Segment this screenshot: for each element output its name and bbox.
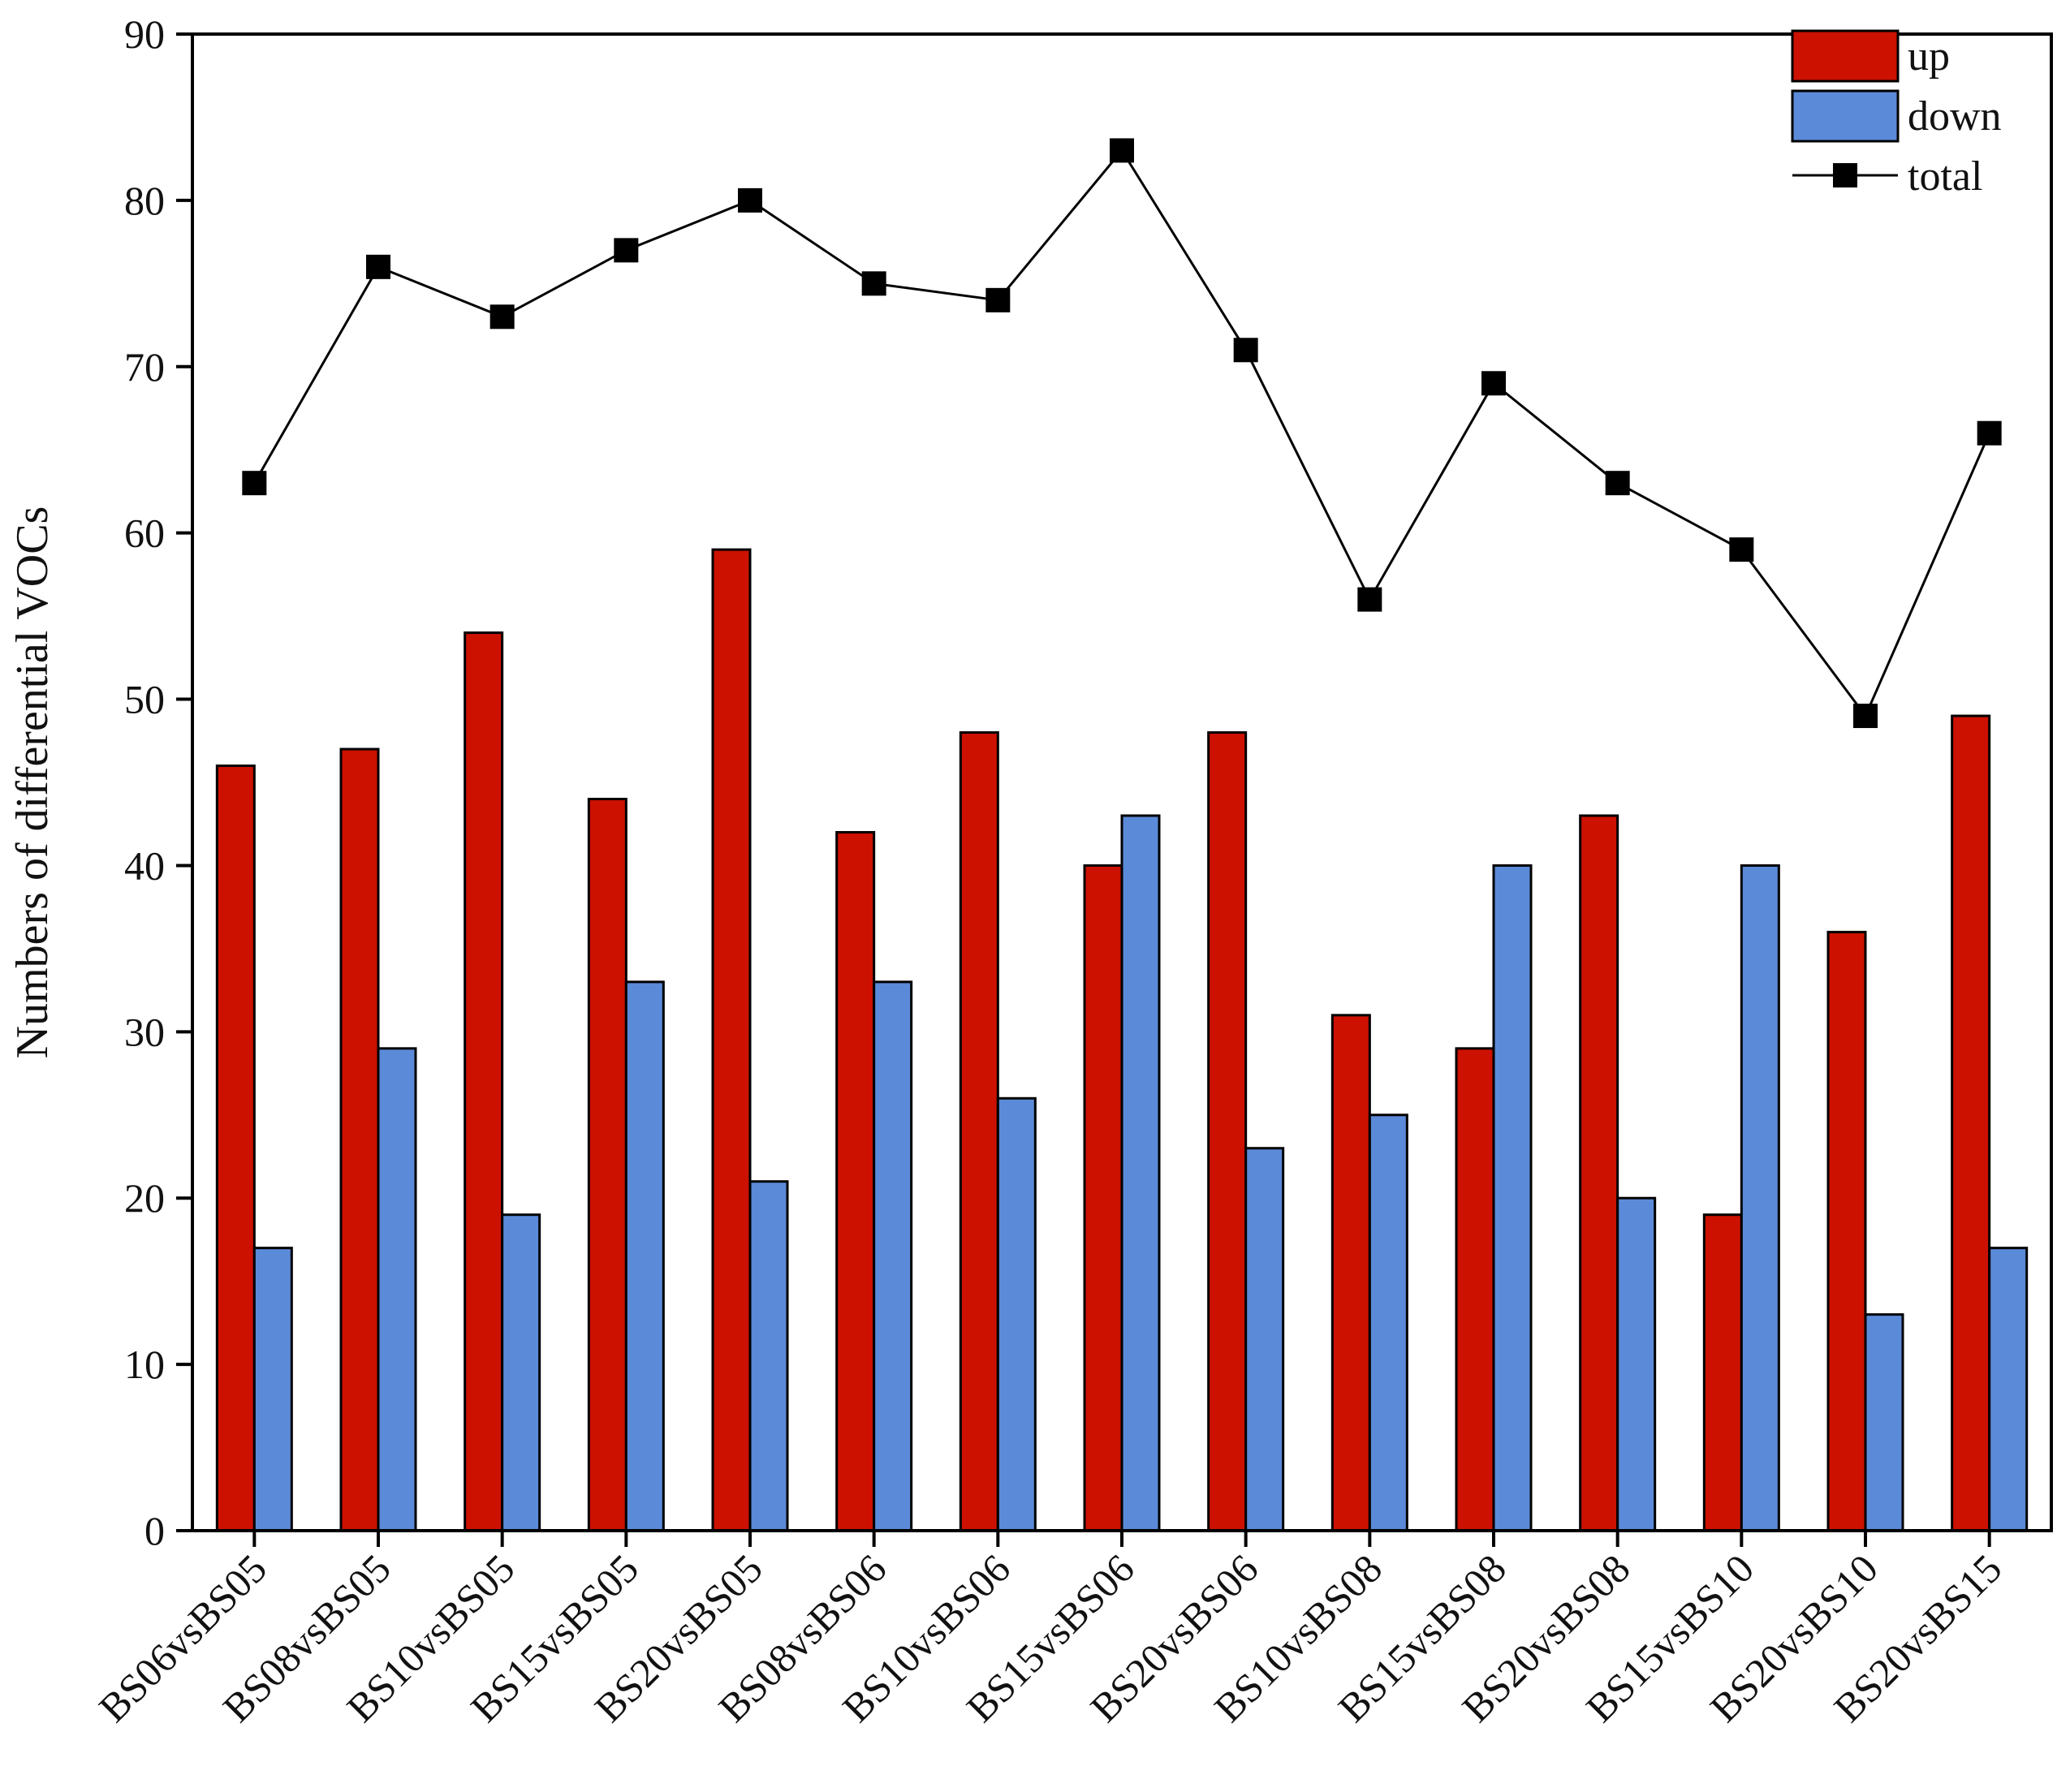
total-marker: [1481, 371, 1506, 396]
y-tick-label: 70: [124, 344, 165, 390]
bar-up: [1579, 814, 1619, 1532]
bar-up: [835, 830, 876, 1532]
x-axis: BS06vsBS05BS08vsBS05BS10vsBS05BS15vsBS05…: [90, 1531, 2010, 1730]
legend-swatch-down: [1791, 89, 1900, 143]
total-marker: [1977, 420, 2002, 446]
bar-down: [377, 1047, 417, 1532]
bar-up: [1330, 1014, 1371, 1532]
total-marker: [489, 304, 515, 330]
bar-up: [711, 548, 752, 1532]
total-marker: [738, 187, 762, 213]
legend-swatch-up: [1791, 29, 1900, 83]
y-axis: 0 10 20 30 40 50 60 70 80 90: [124, 11, 192, 1553]
bar-down: [501, 1213, 541, 1532]
bar-up: [1083, 864, 1123, 1532]
total-marker: [1110, 138, 1134, 163]
bar-down: [1120, 814, 1161, 1532]
bar-down: [1864, 1313, 1904, 1532]
y-tick-label: 50: [124, 677, 165, 722]
bar-down: [252, 1247, 293, 1532]
total-line: [253, 148, 1991, 719]
y-tick-label: 0: [144, 1508, 165, 1553]
bar-down: [996, 1096, 1037, 1532]
legend-label-up: up: [1908, 33, 1950, 80]
y-tick-label: 20: [124, 1175, 165, 1221]
y-tick-label: 90: [124, 11, 165, 57]
total-marker: [1853, 704, 1878, 729]
bar-up: [1826, 930, 1867, 1532]
total-marker: [861, 271, 886, 296]
y-tick-label: 30: [124, 1009, 165, 1054]
y-axis-title: Numbers of differential VOCs: [7, 506, 58, 1059]
total-marker: [1357, 587, 1382, 612]
bar-down: [1740, 864, 1780, 1532]
bar-up: [959, 731, 999, 1532]
bar-up: [1951, 714, 1991, 1532]
legend-label-total: total: [1908, 153, 1982, 200]
y-tick-label: 60: [124, 510, 165, 556]
bar-up: [1702, 1213, 1743, 1532]
y-tick-label: 10: [124, 1342, 165, 1387]
y-tick-label: 80: [124, 178, 165, 223]
total-marker: [1233, 338, 1258, 363]
bar-up: [1207, 731, 1248, 1532]
bar-down: [1616, 1196, 1657, 1532]
bar-down: [1368, 1114, 1408, 1532]
bar-down: [1244, 1147, 1285, 1532]
total-marker: [1729, 537, 1754, 562]
bar-up: [339, 747, 380, 1532]
bar-down: [873, 980, 913, 1532]
bar-down: [1492, 864, 1533, 1532]
total-line-layer: [242, 138, 2002, 729]
bar-up: [1455, 1047, 1495, 1532]
total-marker: [614, 238, 639, 263]
y-tick-label: 40: [124, 842, 165, 888]
total-marker: [985, 287, 1011, 312]
bar-down: [624, 980, 665, 1532]
bar-up: [587, 797, 627, 1532]
bar-down: [1988, 1247, 2029, 1532]
total-marker: [1605, 471, 1630, 496]
legend-label-down: down: [1908, 93, 2002, 140]
legend: up down total: [1791, 29, 2002, 200]
bars-layer: [215, 548, 2029, 1532]
total-marker: [242, 471, 267, 496]
bar-down: [748, 1180, 789, 1532]
legend-swatch-marker: [1833, 163, 1857, 187]
bar-up: [215, 765, 256, 1532]
total-marker: [366, 254, 390, 279]
bar-up: [464, 631, 504, 1532]
